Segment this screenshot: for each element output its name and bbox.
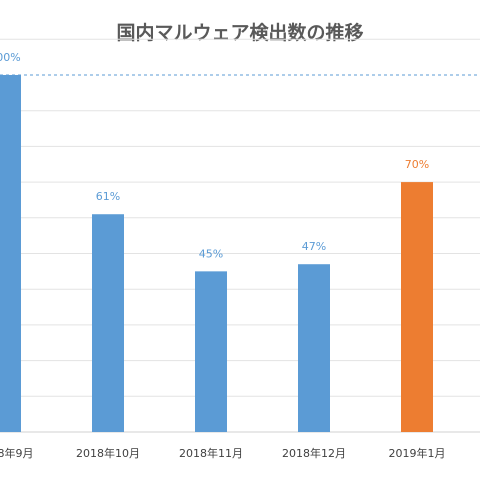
bar-1: [92, 214, 124, 432]
data-label-2: 45%: [199, 247, 223, 260]
data-label-3: 47%: [302, 240, 326, 253]
data-label-4: 70%: [405, 158, 429, 171]
bar-0: [0, 75, 21, 432]
x-tick-label-3: 2018年12月: [282, 446, 346, 460]
bar-3: [298, 264, 330, 432]
x-tick-label-0: 2018年9月: [0, 446, 34, 460]
x-tick-label-2: 2018年11月: [179, 446, 243, 460]
chart-title: 国内マルウェア検出数の推移: [116, 22, 364, 44]
x-tick-label-1: 2018年10月: [76, 446, 140, 460]
bar-4: [401, 182, 433, 432]
data-label-1: 61%: [96, 190, 120, 203]
bar-2: [195, 271, 227, 432]
data-label-0: 100%: [0, 51, 21, 64]
x-tick-label-4: 2019年1月: [389, 446, 446, 460]
